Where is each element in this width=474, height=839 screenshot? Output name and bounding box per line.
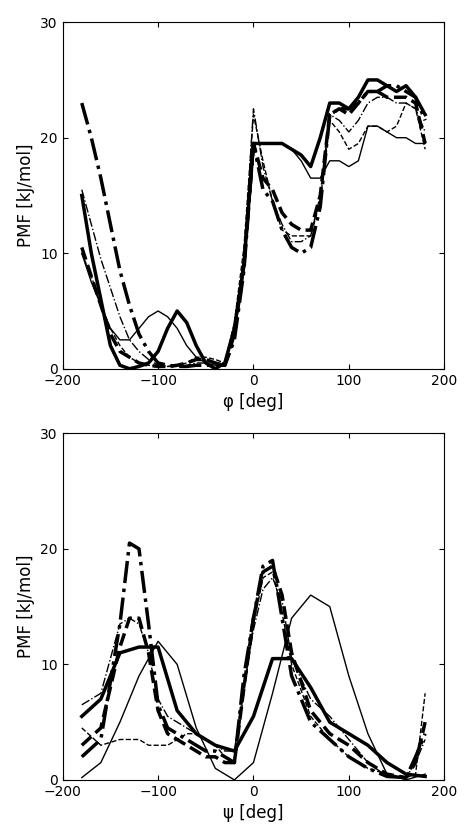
Y-axis label: PMF [kJ/mol]: PMF [kJ/mol]	[17, 555, 35, 659]
X-axis label: ψ [deg]: ψ [deg]	[223, 805, 284, 822]
X-axis label: φ [deg]: φ [deg]	[223, 393, 283, 411]
Y-axis label: PMF [kJ/mol]: PMF [kJ/mol]	[17, 143, 35, 248]
